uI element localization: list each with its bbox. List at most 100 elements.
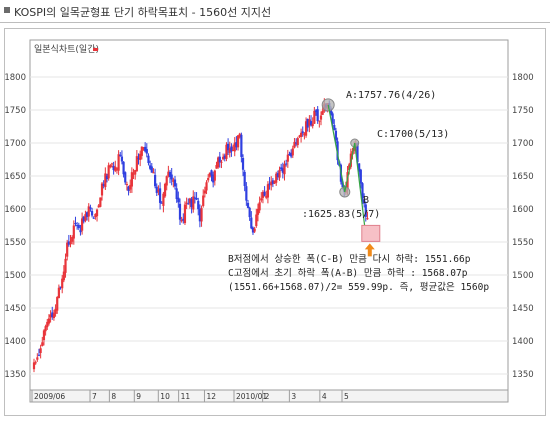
candle-body bbox=[334, 130, 338, 141]
candle-body bbox=[41, 342, 44, 346]
y-tick-label-right: 1550 bbox=[512, 238, 534, 248]
y-tick-label-right: 1750 bbox=[512, 106, 534, 116]
candle-body bbox=[364, 204, 367, 217]
candle-body bbox=[84, 214, 87, 221]
target-arrow-icon bbox=[364, 243, 375, 257]
candle-body bbox=[34, 362, 37, 364]
candle-body bbox=[77, 224, 80, 229]
candle-body bbox=[275, 173, 278, 183]
candle-body bbox=[273, 180, 276, 184]
annotation-b: B bbox=[363, 195, 369, 206]
candle-body bbox=[308, 119, 311, 126]
x-tick-label: 2 bbox=[265, 392, 270, 401]
candle-body bbox=[223, 155, 226, 159]
candle-body bbox=[122, 161, 125, 175]
candle-body bbox=[62, 271, 65, 281]
candle-body bbox=[190, 198, 193, 207]
candle-body bbox=[296, 138, 299, 146]
candle-body bbox=[173, 179, 177, 187]
candle-body bbox=[120, 156, 124, 162]
candle-body bbox=[295, 142, 298, 144]
candle-body bbox=[147, 155, 150, 163]
candle-body bbox=[130, 172, 133, 187]
x-tick-label: 2010/01 bbox=[236, 392, 267, 401]
candle-body bbox=[268, 183, 271, 185]
candle-body bbox=[54, 308, 57, 314]
candle-body bbox=[85, 212, 89, 217]
x-tick-label: 2009/06 bbox=[34, 392, 65, 401]
legend-swatch bbox=[93, 48, 98, 51]
candle-body bbox=[36, 357, 39, 360]
candle-body bbox=[76, 225, 79, 227]
title-bar: KOSPI의 일목균형표 단기 하락목표치 - 1560선 지지선 bbox=[0, 0, 550, 23]
candle-body bbox=[251, 227, 255, 233]
y-tick-label-left: 1700 bbox=[4, 139, 26, 149]
note-line-2: C고점에서 초기 하락 폭(A-B) 만큼 하락 : 1568.07p bbox=[228, 267, 468, 279]
candle-body bbox=[291, 148, 294, 156]
annotation-a: A:1757.76(4/26) bbox=[346, 90, 436, 101]
candle-body bbox=[207, 177, 210, 181]
y-tick-label-right: 1650 bbox=[512, 172, 534, 182]
candle-body bbox=[59, 286, 62, 288]
candle-body bbox=[37, 354, 41, 356]
candle-body bbox=[299, 132, 303, 137]
candle-body bbox=[215, 165, 218, 169]
candle-body bbox=[311, 123, 314, 127]
candle-body bbox=[286, 154, 289, 162]
candle-body bbox=[79, 230, 82, 233]
candle-body bbox=[220, 161, 223, 163]
candle-body bbox=[230, 146, 233, 152]
candle-body bbox=[193, 197, 197, 199]
candle-body bbox=[94, 213, 97, 218]
candle-body bbox=[114, 166, 117, 171]
candle-body bbox=[231, 150, 235, 152]
y-tick-label-left: 1500 bbox=[4, 271, 26, 281]
candle-body bbox=[178, 203, 182, 220]
candle-body bbox=[222, 156, 225, 160]
candle-body bbox=[66, 242, 69, 257]
candle-body bbox=[238, 133, 241, 138]
y-tick-label-left: 1650 bbox=[4, 172, 26, 182]
candle-body bbox=[240, 134, 243, 157]
candle-body bbox=[285, 163, 288, 165]
y-tick-label-right: 1500 bbox=[512, 271, 534, 281]
candle-body bbox=[329, 108, 333, 116]
candle-body bbox=[129, 184, 132, 190]
candle-body bbox=[331, 113, 334, 124]
candle-body bbox=[265, 195, 268, 198]
candle-body bbox=[258, 202, 261, 211]
candle-body bbox=[333, 125, 336, 131]
candle-body bbox=[127, 186, 130, 192]
candle-body bbox=[253, 228, 256, 232]
candle-body bbox=[157, 189, 160, 192]
candle-body bbox=[42, 330, 46, 341]
x-tick-label: 8 bbox=[111, 392, 116, 401]
candle-body bbox=[236, 135, 240, 148]
candle-body bbox=[137, 158, 140, 160]
y-tick-label-right: 1450 bbox=[512, 304, 534, 314]
candle-body bbox=[303, 133, 306, 136]
candle-body bbox=[69, 241, 72, 245]
candle-body bbox=[74, 223, 77, 225]
chart-frame bbox=[4, 28, 546, 416]
candle-body bbox=[212, 174, 215, 183]
candle-body bbox=[210, 170, 213, 176]
candle-body bbox=[183, 204, 187, 224]
candle-body bbox=[92, 217, 95, 219]
candle-body bbox=[359, 169, 362, 184]
candle-body bbox=[185, 202, 188, 204]
title-bullet-icon bbox=[4, 7, 10, 13]
candle-body bbox=[150, 166, 153, 173]
y-tick-label-right: 1400 bbox=[512, 337, 534, 347]
candle-body bbox=[243, 171, 246, 187]
candle-body bbox=[154, 174, 157, 187]
candle-body bbox=[278, 169, 281, 178]
candle-body bbox=[246, 202, 250, 208]
candle-body bbox=[241, 157, 245, 170]
y-tick-label-right: 1800 bbox=[512, 73, 534, 83]
candle-body bbox=[125, 184, 129, 186]
candle-body bbox=[32, 362, 36, 370]
candle-body bbox=[172, 179, 175, 182]
candle-body bbox=[170, 174, 173, 180]
